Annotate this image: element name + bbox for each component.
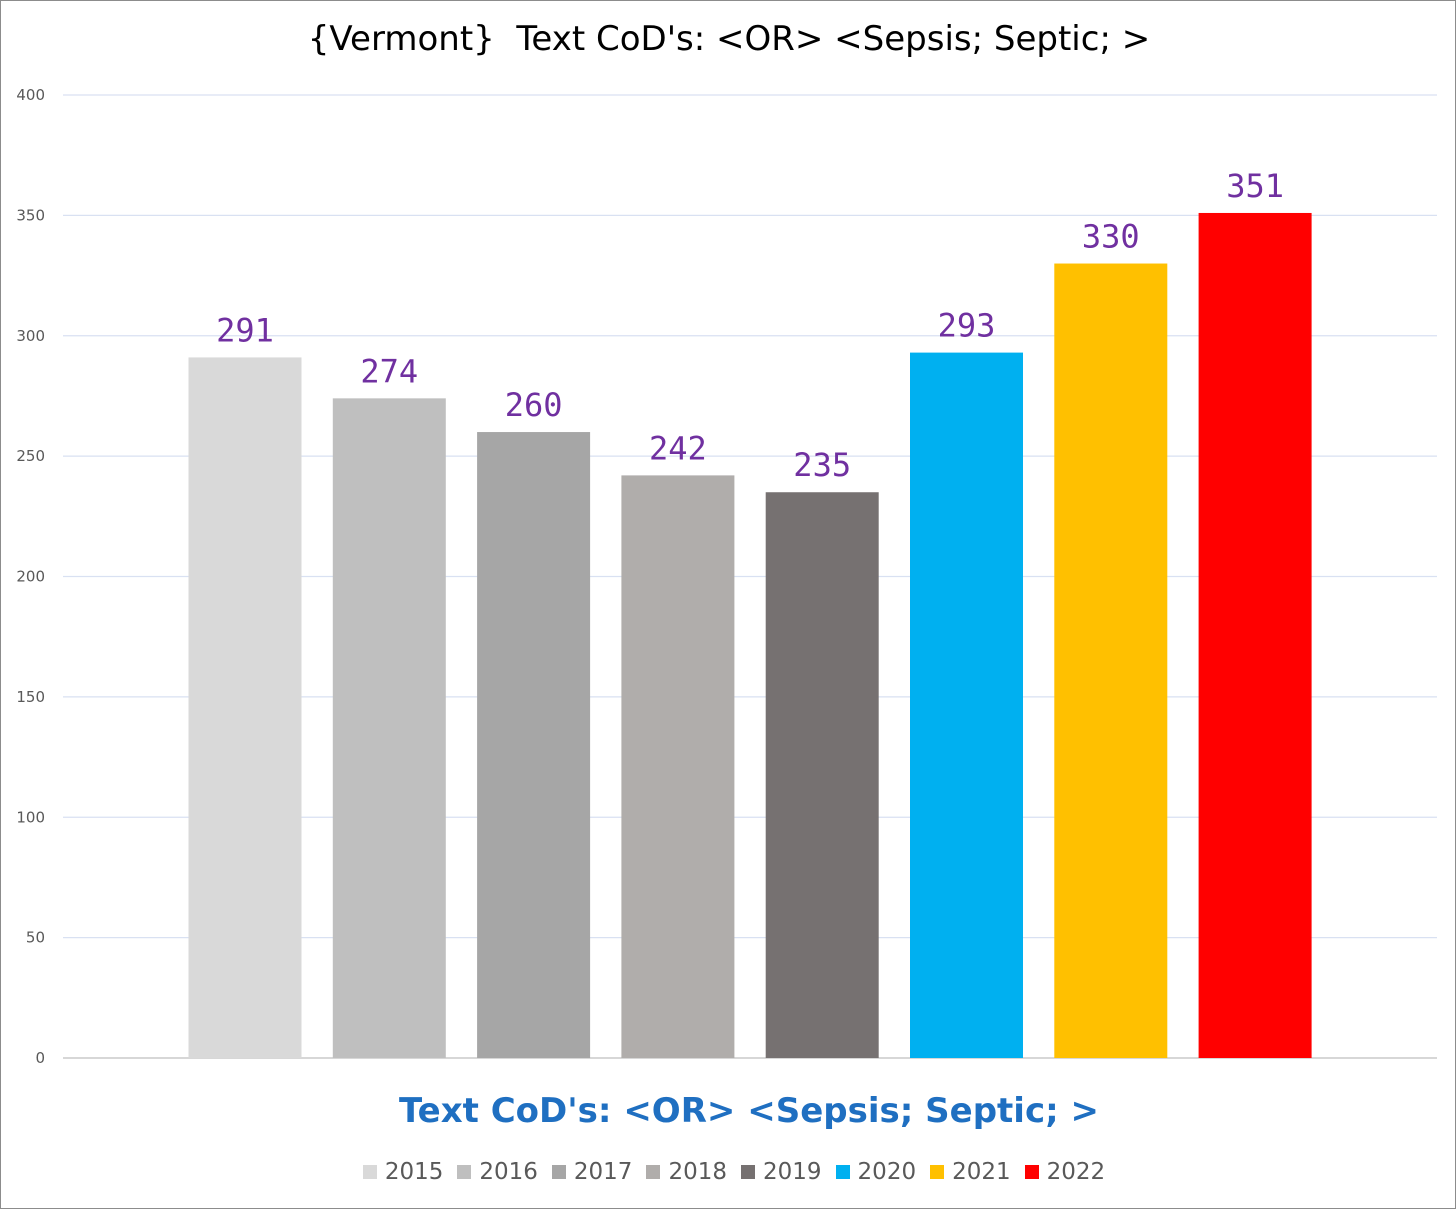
data-label-2019: 235: [793, 446, 851, 484]
legend-swatch: [362, 1165, 377, 1179]
legend-swatch: [551, 1165, 566, 1179]
bar-2021: [1054, 263, 1168, 1058]
legend-label: 2016: [479, 1159, 538, 1185]
legend-item-2019: 2019: [741, 1159, 822, 1185]
legend-label: 2020: [857, 1159, 917, 1185]
y-tick-label: 350: [16, 206, 45, 224]
y-tick-label: 200: [16, 568, 45, 586]
legend-label: 2019: [763, 1159, 822, 1185]
data-label-2021: 330: [1082, 218, 1140, 256]
bar-2019: [765, 492, 879, 1058]
legend-item-2018: 2018: [646, 1159, 727, 1185]
legend-swatch: [1024, 1165, 1039, 1179]
legend-swatch: [835, 1165, 850, 1179]
legend-label: 2018: [668, 1159, 727, 1185]
bar-2022: [1198, 212, 1312, 1058]
y-tick-label: 250: [16, 447, 45, 465]
legend-label: 2017: [573, 1159, 633, 1185]
legend-item-2016: 2016: [457, 1159, 538, 1185]
bar-2016: [332, 398, 446, 1059]
bar-2018: [621, 475, 735, 1058]
y-tick-label: 0: [35, 1049, 45, 1067]
data-label-2022: 351: [1226, 167, 1284, 205]
x-axis-title: Text CoD's: <OR> <Sepsis; Septic; >: [398, 1091, 1100, 1131]
y-tick-label: 100: [16, 808, 45, 826]
legend-item-2022: 2022: [1024, 1159, 1106, 1185]
legend-item-2021: 2021: [930, 1159, 1011, 1185]
legend-item-2020: 2020: [835, 1159, 917, 1185]
legend-swatch: [741, 1165, 755, 1179]
data-label-2018: 242: [649, 429, 707, 467]
legend-item-2017: 2017: [551, 1159, 633, 1185]
data-label-2020: 293: [938, 307, 996, 345]
bar-2020: [910, 352, 1023, 1058]
chart-title: {Vermont} Text CoD's: <OR> <Sepsis; Sept…: [307, 19, 1151, 59]
legend: 2015 2016 2017 2018 2019 2020 2021 2022: [1, 1159, 1456, 1185]
legend-swatch: [457, 1165, 472, 1179]
legend-swatch: [646, 1165, 661, 1179]
legend-item-2015: 2015: [362, 1159, 444, 1185]
y-tick-label: 300: [16, 327, 45, 345]
data-label-2016: 274: [360, 352, 418, 390]
y-tick-label: 400: [16, 86, 45, 104]
bar-2017: [477, 432, 591, 1058]
y-tick-label: 150: [16, 688, 45, 706]
legend-label: 2021: [952, 1159, 1011, 1185]
data-label-2015: 291: [216, 311, 274, 349]
legend-swatch: [930, 1165, 945, 1179]
legend-label: 2015: [384, 1159, 444, 1185]
bar-2015: [188, 357, 302, 1059]
y-tick-label: 50: [26, 929, 45, 947]
legend-label: 2022: [1046, 1159, 1106, 1185]
data-label-2017: 260: [505, 386, 563, 424]
